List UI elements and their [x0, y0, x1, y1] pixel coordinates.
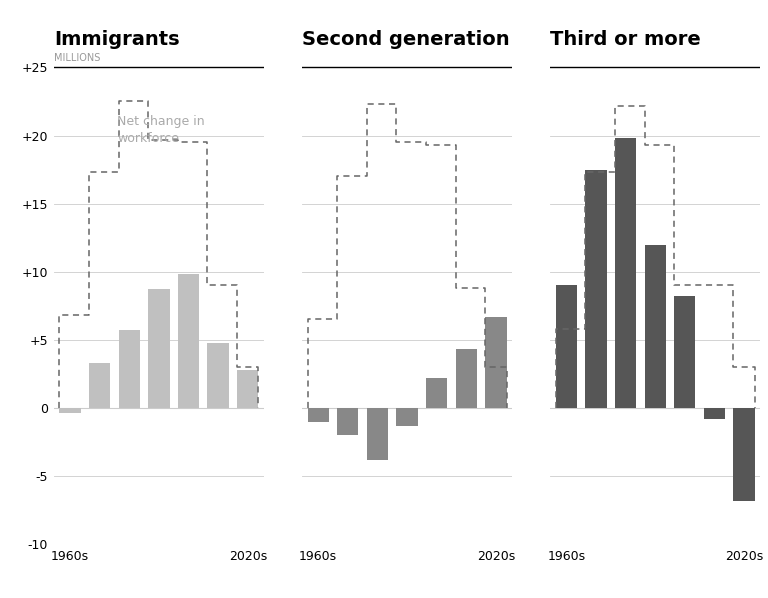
- Bar: [703, 408, 725, 419]
- Bar: [118, 330, 140, 408]
- Bar: [59, 408, 81, 413]
- Bar: [207, 343, 229, 408]
- Bar: [556, 285, 577, 408]
- Text: MILLIONS: MILLIONS: [54, 53, 100, 63]
- Text: Net change in
workforce: Net change in workforce: [118, 115, 205, 145]
- Bar: [455, 349, 477, 408]
- Bar: [337, 408, 359, 435]
- Text: Second generation: Second generation: [302, 30, 509, 50]
- Bar: [585, 170, 607, 408]
- Bar: [485, 317, 507, 408]
- Bar: [615, 138, 636, 408]
- Text: Third or more: Third or more: [550, 30, 700, 50]
- Bar: [89, 363, 111, 408]
- Bar: [307, 408, 329, 422]
- Bar: [237, 370, 258, 408]
- Bar: [367, 408, 388, 460]
- Bar: [674, 296, 696, 408]
- Text: Immigrants: Immigrants: [54, 30, 180, 50]
- Bar: [426, 378, 447, 408]
- Bar: [148, 289, 170, 408]
- Bar: [644, 245, 666, 408]
- Bar: [733, 408, 755, 501]
- Bar: [178, 274, 199, 408]
- Bar: [396, 408, 418, 426]
